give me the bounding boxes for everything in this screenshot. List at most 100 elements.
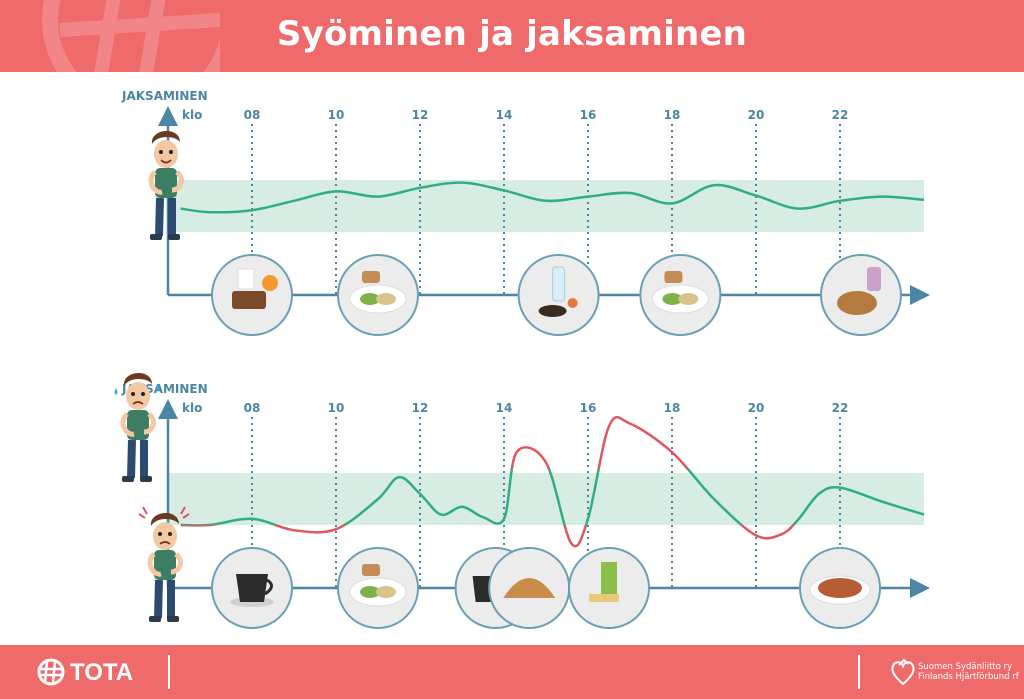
hour-tick-label: 18	[664, 401, 681, 415]
hour-tick-label: 22	[832, 401, 849, 415]
x-axis-label: klo	[182, 108, 202, 122]
energy-line	[180, 181, 925, 214]
hair	[151, 130, 180, 144]
milk-glass-icon	[237, 268, 255, 290]
heart-logo-icon	[891, 658, 915, 686]
juice-carton-icon	[601, 562, 617, 596]
meal-image	[337, 547, 419, 629]
smoothie-icon	[867, 267, 881, 291]
org-name-sv: Finlands Hjärtförbund rf	[918, 672, 1019, 682]
page-title: Syöminen ja jaksaminen	[276, 14, 748, 54]
hour-tick-label: 12	[412, 108, 429, 122]
hour-tick-label: 10	[328, 108, 345, 122]
rice-icon	[376, 586, 396, 598]
arm	[120, 412, 135, 437]
sweat-drop-icon	[156, 384, 160, 391]
meal-image	[211, 547, 293, 629]
header-banner: Syöminen ja jaksaminen	[0, 0, 1024, 72]
energy-diagram: 08 10 12 14 16 18 20 22 JAKSAMINEN klo 08 10 12 14 16…	[114, 89, 930, 629]
hour-tick-label: 10	[328, 401, 345, 415]
meal-image	[568, 547, 650, 629]
head	[153, 522, 177, 550]
snack-bar-icon	[589, 594, 619, 602]
burger-icon	[837, 291, 877, 315]
hour-tick-label: 08	[244, 108, 261, 122]
meal-image	[211, 254, 293, 336]
shoe	[150, 234, 162, 240]
meal-image	[799, 547, 881, 629]
arm	[143, 412, 156, 435]
tired-person-figure	[114, 372, 160, 482]
cup-handle	[264, 578, 273, 596]
eye	[141, 392, 145, 396]
anger-lines-icon	[138, 506, 190, 519]
mouth	[132, 401, 144, 405]
arm	[170, 552, 183, 575]
fruit-icon	[567, 298, 578, 308]
top-chart-stable-energy: 08 10 12 14 16 18 20 22 JAKSAMINEN klo	[121, 89, 930, 336]
tota-logo-icon	[37, 658, 65, 686]
salad-icon	[662, 293, 683, 305]
water-bottle-icon	[552, 266, 566, 302]
hour-tick-label: 20	[748, 108, 765, 122]
legs	[127, 439, 148, 479]
eye	[131, 392, 135, 396]
eye	[159, 150, 163, 154]
hair	[123, 372, 152, 386]
eye	[168, 532, 172, 536]
bread-icon	[362, 271, 380, 283]
head	[126, 382, 150, 410]
shoe	[140, 476, 152, 482]
header-decoration	[42, 0, 220, 72]
arm	[171, 170, 184, 193]
shoe	[122, 476, 134, 482]
head	[154, 140, 178, 168]
sweat-drop-icon	[114, 388, 118, 395]
normal-energy-band	[168, 473, 924, 525]
coffee-cup-icon	[236, 574, 268, 602]
rice-icon	[376, 293, 396, 305]
hour-tick-label: 08	[244, 401, 261, 415]
salad-icon	[360, 293, 380, 305]
mouth	[159, 541, 171, 545]
mouth	[160, 159, 172, 164]
meal-image	[517, 254, 600, 336]
hour-tick-label: 14	[496, 401, 513, 415]
meal-image	[488, 547, 571, 629]
hour-tick-label: 12	[412, 401, 429, 415]
shoe	[149, 616, 161, 622]
pizza-icon	[818, 578, 862, 598]
meal-image	[337, 254, 419, 336]
hair	[150, 512, 179, 526]
x-axis-label: klo	[182, 401, 202, 415]
footer-banner: TOTA Suomen Sydänliitto ry Finlands Hjär…	[0, 645, 1024, 699]
meal-image	[639, 254, 722, 336]
sandwich-icon	[232, 291, 266, 309]
footer-organization: Suomen Sydänliitto ry Finlands Hjärtförb…	[918, 662, 1019, 682]
salad-icon	[360, 586, 380, 598]
rice-icon	[678, 293, 699, 305]
hour-tick-label: 18	[664, 108, 681, 122]
hour-tick-label: 16	[580, 108, 597, 122]
orange-icon	[262, 275, 278, 291]
pastry-icon	[503, 578, 556, 598]
arm	[147, 552, 162, 577]
energy-line-normal	[180, 469, 925, 525]
bread-icon	[664, 271, 683, 283]
meal-image	[820, 254, 902, 336]
legs	[154, 579, 175, 619]
irritated-person-figure	[138, 506, 190, 622]
hour-tick-label: 20	[748, 401, 765, 415]
eye	[169, 150, 173, 154]
hour-tick-label: 16	[580, 401, 597, 415]
arm	[148, 170, 163, 195]
y-axis-label: JAKSAMINEN	[121, 89, 208, 103]
org-name-fi: Suomen Sydänliitto ry	[918, 662, 1013, 672]
shoe	[167, 616, 179, 622]
footer-divider-left	[168, 655, 170, 689]
eye	[158, 532, 162, 536]
hour-tick-label: 22	[832, 108, 849, 122]
footer-divider-right	[858, 655, 860, 689]
happy-person-figure	[148, 130, 184, 240]
